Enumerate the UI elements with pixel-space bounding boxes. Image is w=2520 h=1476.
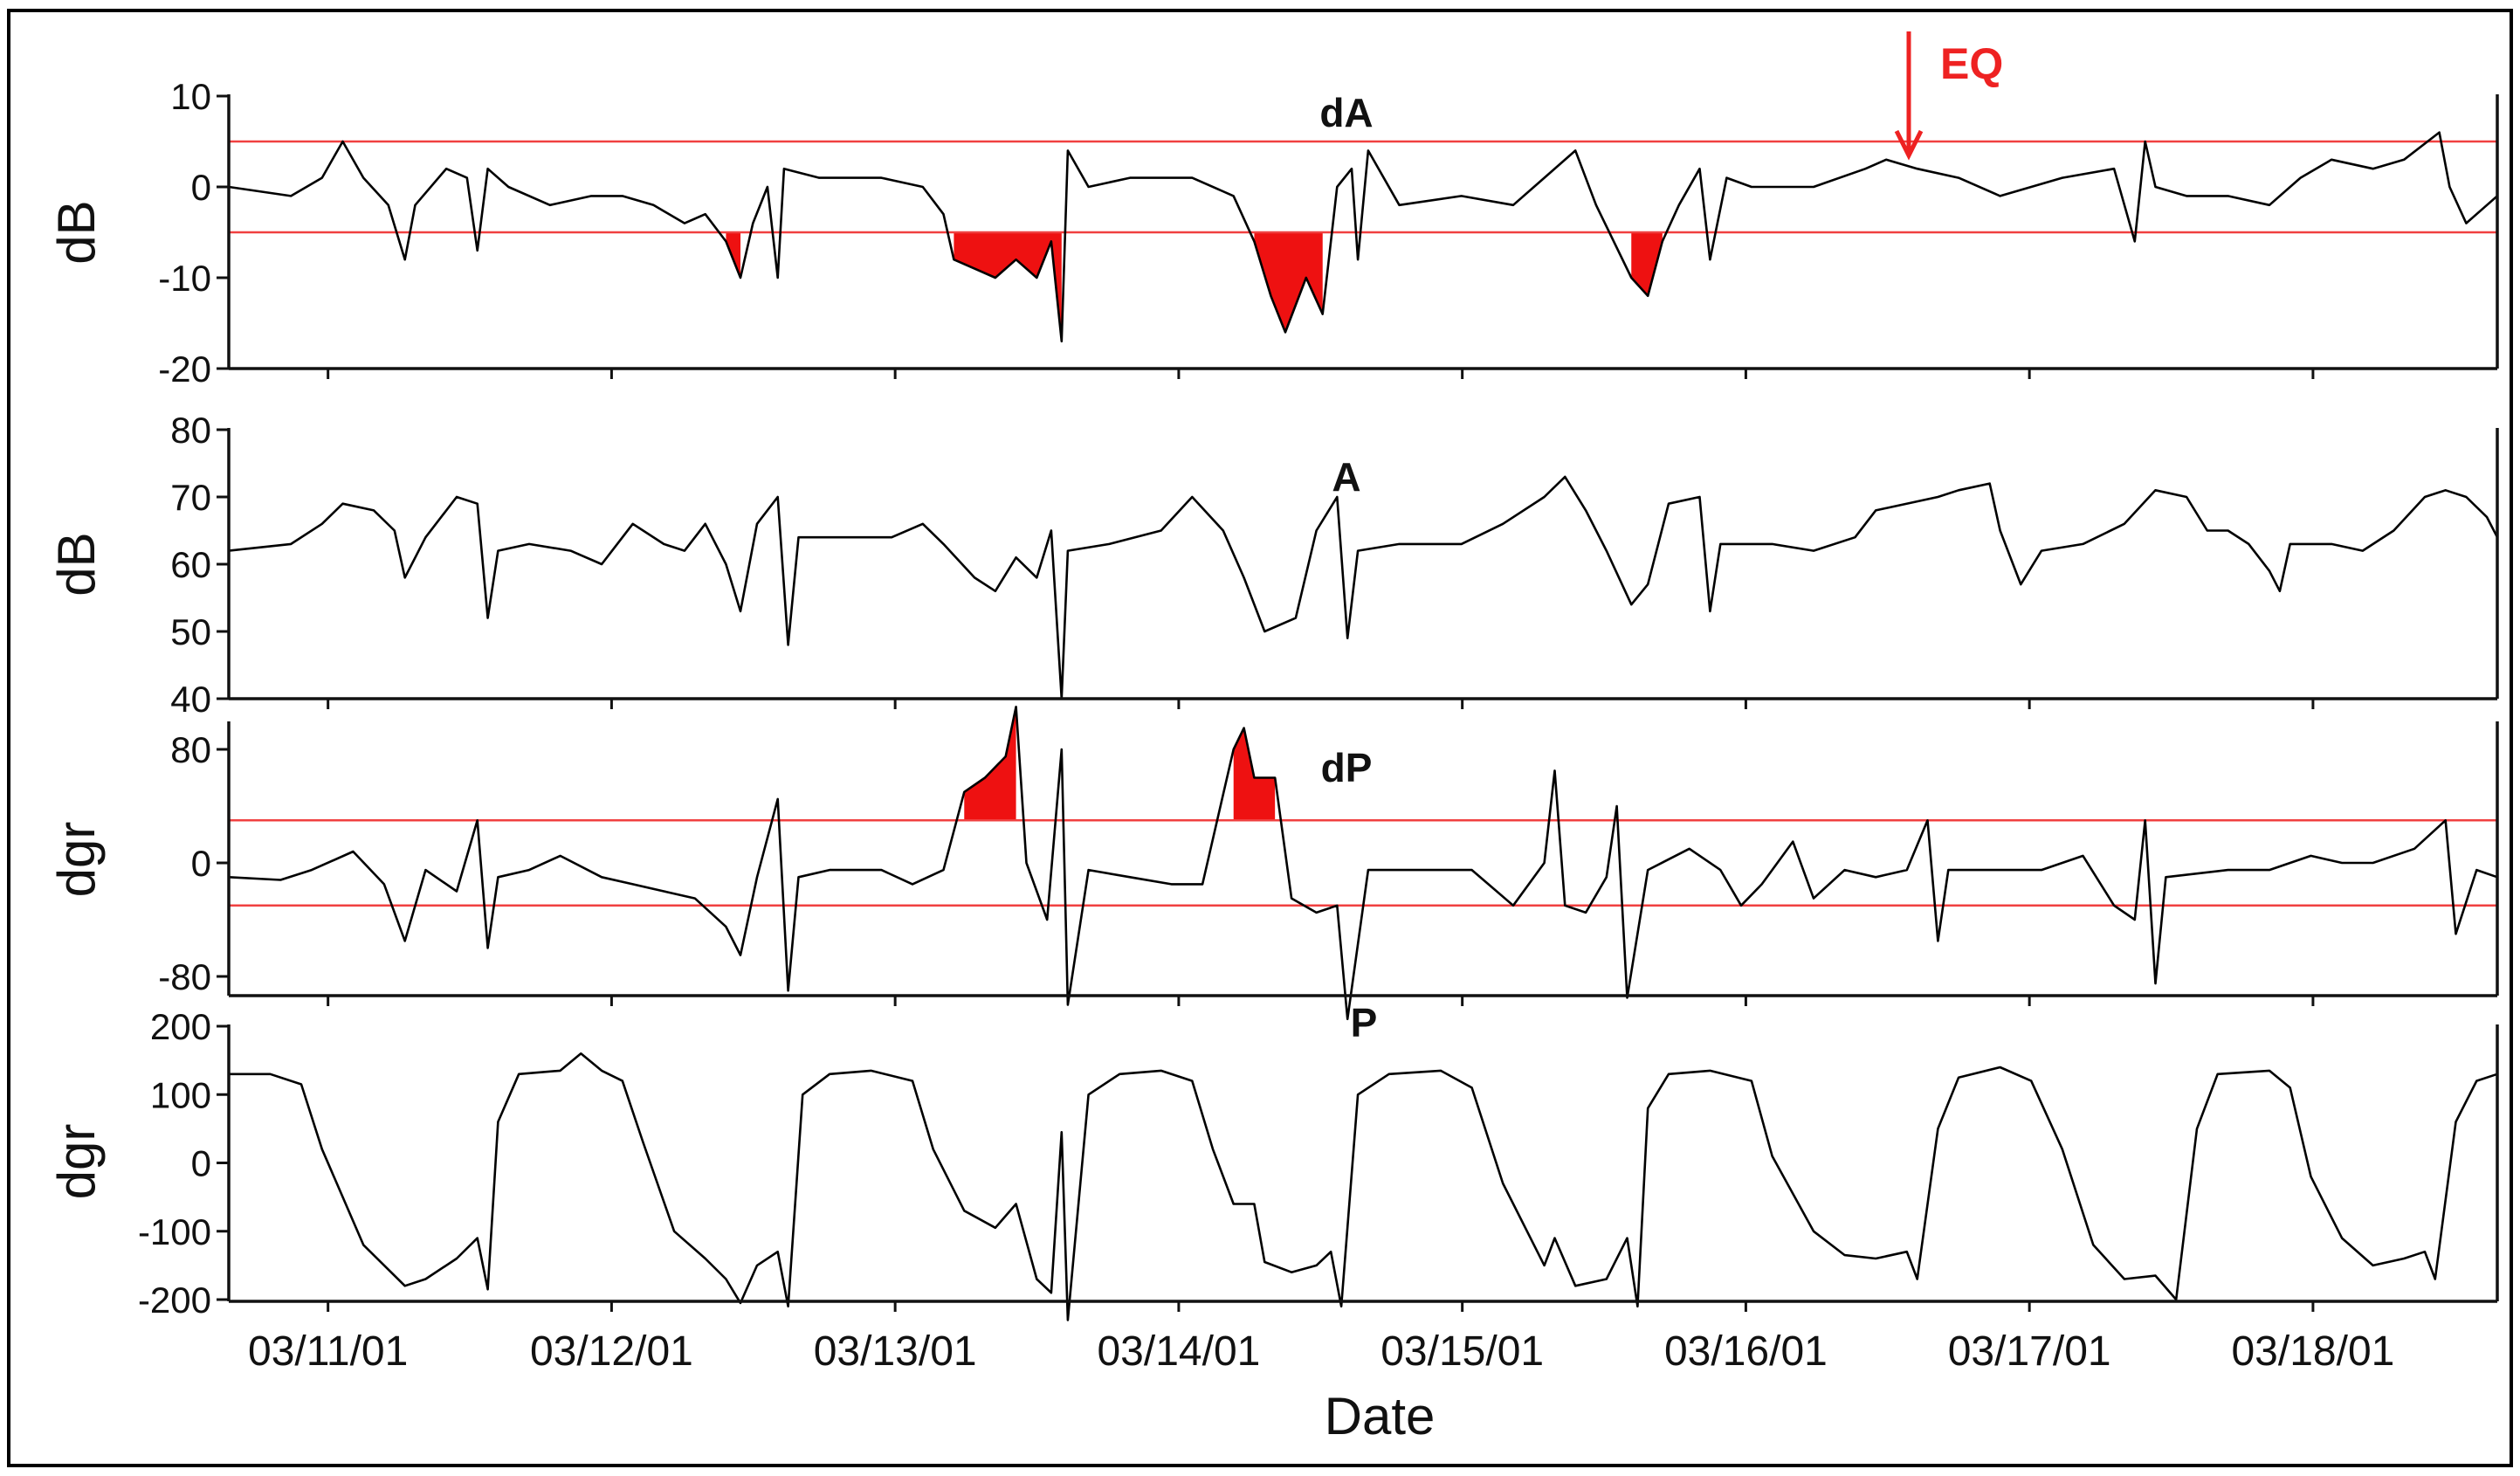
A-y-tick-label: 70 — [170, 477, 211, 518]
dP-y-tick-label: 0 — [191, 843, 211, 884]
dA-anomaly-fill — [954, 232, 1062, 341]
panel-dP: 80 0 -80 dgr dP — [47, 706, 2499, 1021]
P-y-axis-label: dgr — [47, 1124, 106, 1200]
P-y-tick-label: -200 — [138, 1279, 211, 1321]
eq-arrow-head — [1894, 129, 1924, 161]
x-axis-label: Date — [1325, 1387, 1436, 1445]
x-tick-label: 03/18/01 — [2231, 1328, 2394, 1375]
panel-A: 80 70 60 50 40 dB A — [47, 410, 2499, 720]
dA-anomaly-fill — [1254, 232, 1323, 333]
dP-panel-title: dP — [1321, 745, 1373, 790]
dA-anomaly-fill — [1631, 232, 1663, 296]
A-y-tick-label: 40 — [170, 679, 211, 720]
dA-series-line — [228, 131, 2498, 343]
x-tick-label: 03/16/01 — [1664, 1328, 1828, 1375]
dA-y-tick-label: 0 — [191, 167, 211, 208]
P-y-tick-label: 200 — [150, 1006, 211, 1047]
panel-dA: 10 0 -10 -20 dB dA — [47, 76, 2499, 390]
x-tick-label: 03/12/01 — [530, 1328, 693, 1375]
A-y-tick-label: 60 — [170, 544, 211, 585]
eq-label: EQ — [1940, 39, 2003, 88]
P-series-line — [229, 1052, 2498, 1321]
panels: 100-10-20dBdA8070605040dBA800-80dgrdP200… — [47, 76, 2499, 1321]
A-series-line — [228, 475, 2499, 700]
dA-y-tick-label: -20 — [158, 348, 211, 390]
dP-y-axis-label: dgr — [47, 822, 106, 898]
eq-annotation: EQ — [1894, 31, 2003, 161]
dA-y-tick-label: 10 — [170, 76, 211, 117]
A-panel-title: A — [1332, 454, 1360, 500]
x-tick-label: 03/13/01 — [814, 1328, 977, 1375]
outer-frame — [7, 9, 2513, 1467]
dA-y-axis-label: dB — [47, 200, 106, 264]
P-panel-title: P — [1351, 1000, 1378, 1045]
x-tick-label: 03/15/01 — [1380, 1328, 1544, 1375]
x-tick-label: 03/11/01 — [248, 1328, 408, 1375]
dP-anomaly-fill — [964, 707, 1016, 821]
P-y-tick-label: -100 — [138, 1211, 211, 1252]
P-y-tick-label: 0 — [191, 1143, 211, 1184]
dA-y-tick-label: -10 — [158, 258, 211, 299]
dP-y-tick-label: -80 — [158, 956, 211, 997]
panel-P: 200 100 0 -100 -200 dgr P — [47, 1000, 2499, 1321]
A-y-tick-label: 50 — [170, 611, 211, 652]
dP-anomaly-fill — [1233, 728, 1276, 821]
dP-series-line — [228, 706, 2498, 1021]
x-tick-label: 03/17/01 — [1948, 1328, 2111, 1375]
dP-y-tick-label: 80 — [170, 729, 211, 770]
x-tick-label: 03/14/01 — [1097, 1328, 1260, 1375]
P-y-tick-label: 100 — [150, 1074, 211, 1115]
x-axis: 03/11/01 03/12/01 03/13/01 03/14/01 03/15/01… — [248, 369, 2394, 1375]
A-y-axis-label: dB — [47, 532, 106, 596]
dA-panel-title: dA — [1319, 90, 1373, 135]
A-y-tick-label: 80 — [170, 410, 211, 451]
